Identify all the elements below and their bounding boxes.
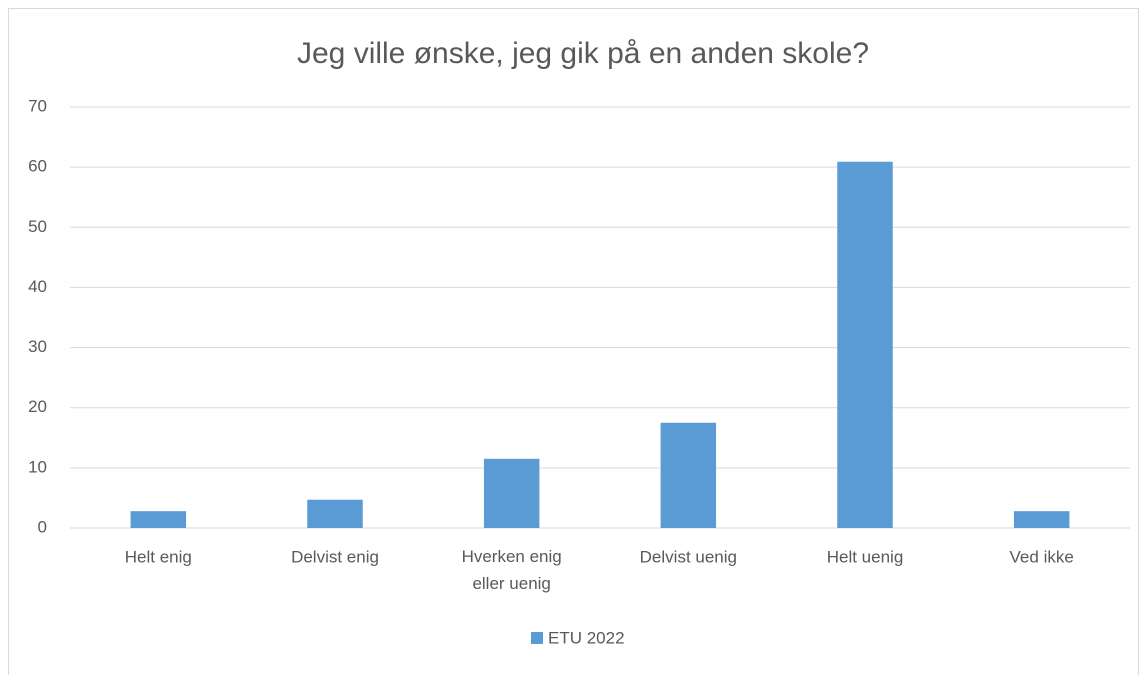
- y-tick-label: 30: [28, 337, 47, 356]
- bar: [483, 458, 540, 528]
- x-tick-label: Helt uenig: [827, 547, 904, 566]
- y-tick-label: 40: [28, 277, 47, 296]
- y-tick-label: 20: [28, 397, 47, 416]
- legend-swatch: [531, 632, 543, 644]
- x-tick-label: Hverken enig eller uenig: [462, 547, 562, 593]
- bar: [1013, 511, 1070, 528]
- x-tick-label: Delvist uenig: [640, 547, 737, 566]
- bar: [130, 511, 187, 528]
- y-tick-label: 0: [38, 517, 47, 536]
- y-tick-label: 60: [28, 157, 47, 176]
- legend-label: ETU 2022: [548, 628, 625, 647]
- chart-title: Jeg ville ønske, jeg gik på en anden sko…: [297, 37, 869, 70]
- x-tick-label: Ved ikke: [1010, 547, 1074, 566]
- y-tick-label: 50: [28, 217, 47, 236]
- chart-border: [8, 8, 1139, 675]
- x-tick-label: Helt enig: [125, 547, 192, 566]
- bar: [660, 422, 717, 528]
- bar: [307, 499, 363, 528]
- y-tick-label: 10: [28, 457, 47, 476]
- bar: [837, 161, 893, 529]
- y-tick-label: 70: [28, 96, 47, 115]
- x-tick-label: Delvist enig: [291, 547, 379, 566]
